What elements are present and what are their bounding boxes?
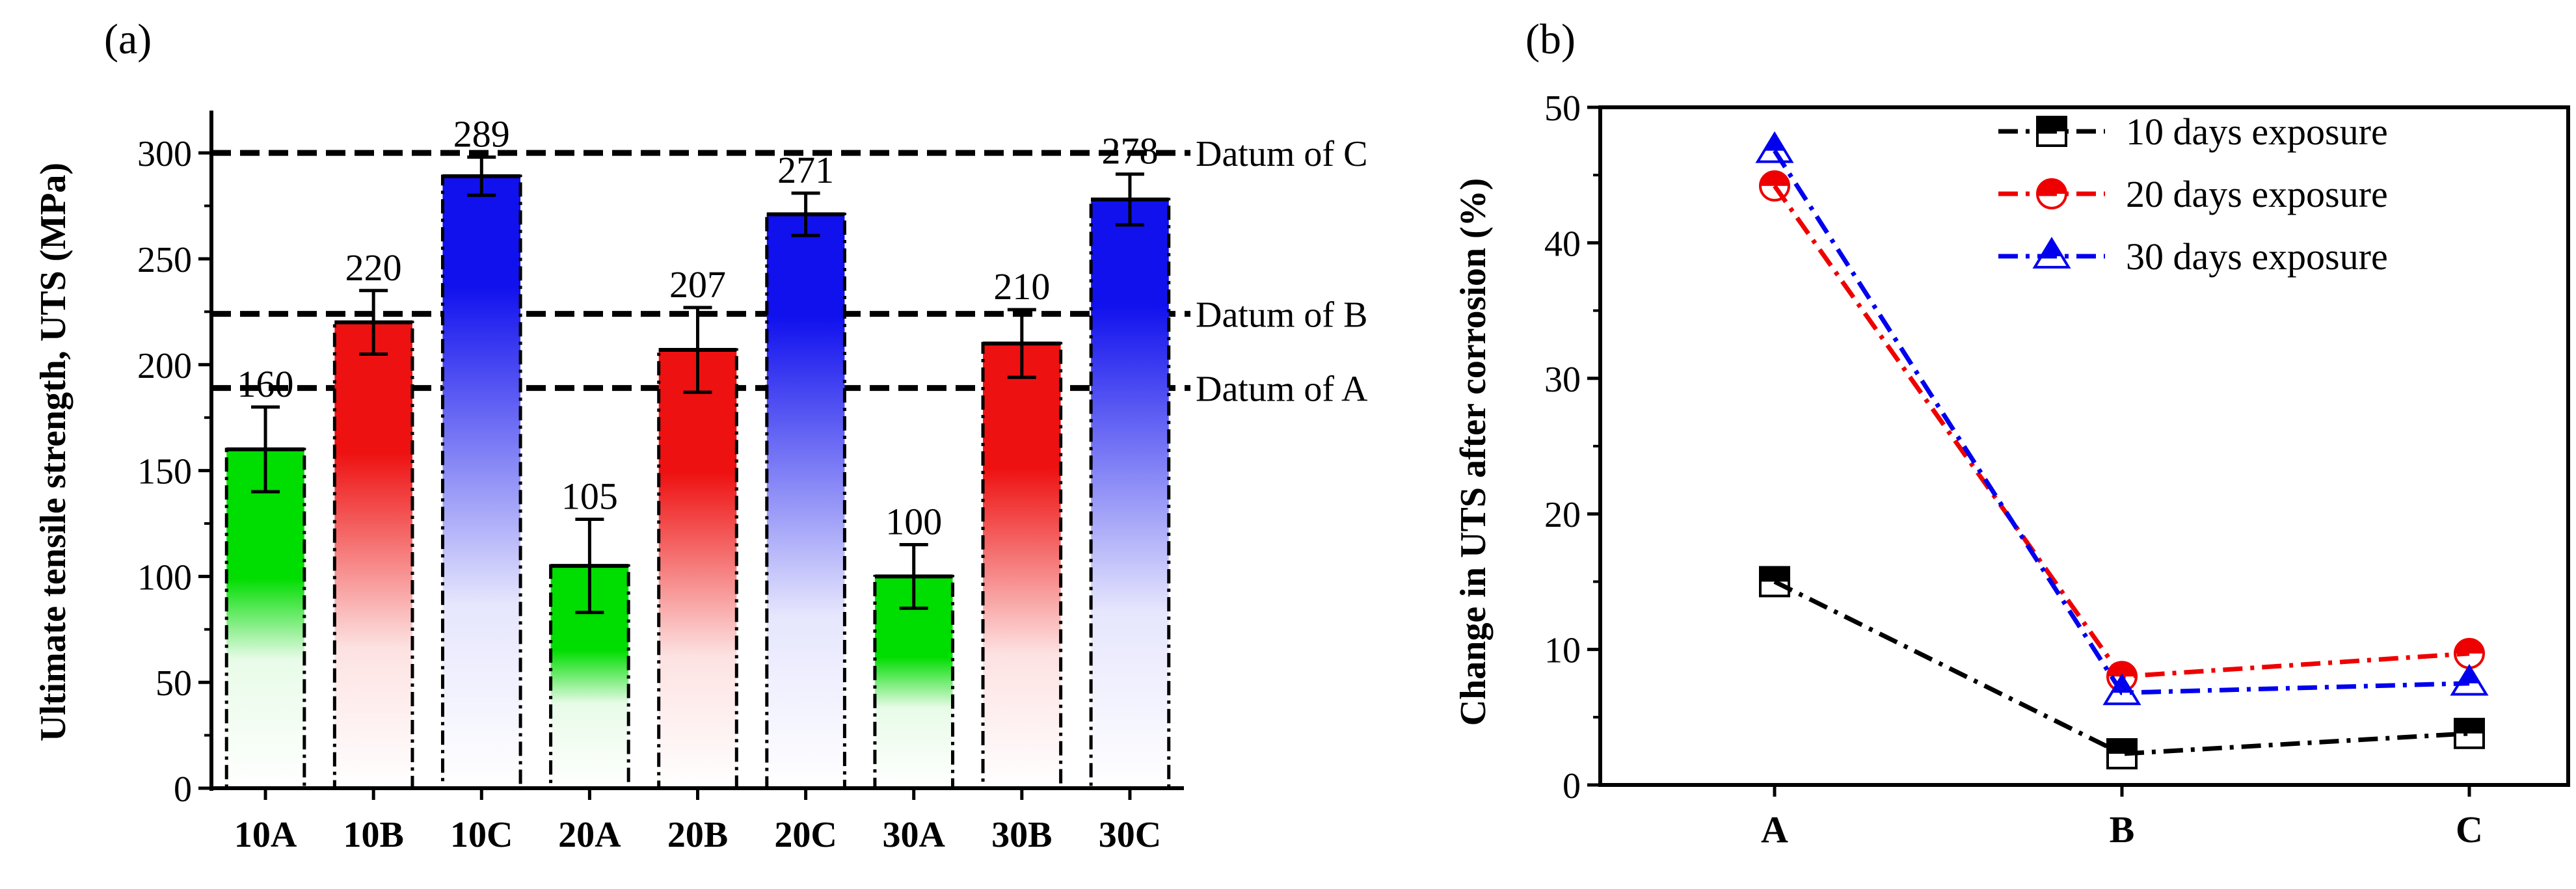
- series-2-point-A-fill: [1760, 171, 1789, 186]
- panel-b-xtick-label-C: C: [2456, 808, 2483, 851]
- series-3-point-A: [1755, 131, 1794, 163]
- series-3-point-C: [2450, 663, 2489, 696]
- bar-30C: [1091, 199, 1169, 788]
- panel-a-xtick-label-10A: 10A: [234, 815, 297, 855]
- panel-a-xtick-label-30B: 30B: [991, 815, 1052, 855]
- value-label-10A: 160: [237, 363, 294, 405]
- value-label-10C: 289: [453, 113, 510, 155]
- datum-label-1: Datum of B: [1196, 295, 1367, 336]
- legend-marker-2-outline: [2036, 178, 2067, 209]
- panel-a-xtick-label-30C: 30C: [1099, 815, 1161, 855]
- legend-label-2: 20 days exposure: [2126, 173, 2388, 215]
- panel-a-y-axis-label: Ultimate tensile strength, UTS (MPa): [33, 163, 74, 741]
- panel-b-xtick-label-B: B: [2110, 808, 2135, 851]
- series-2-point-A-outline: [1759, 170, 1790, 202]
- bar-10B: [334, 322, 412, 788]
- legend-marker-2: [2036, 178, 2067, 209]
- series-3-point-C-outline: [2450, 663, 2489, 696]
- bar-10A: [226, 449, 304, 788]
- panel-a-ytick-label-50: 50: [155, 663, 192, 704]
- panel-b-ytick-label-30: 30: [1544, 360, 1581, 400]
- series-3-point-C-fill: [2458, 666, 2480, 683]
- panel-b-line-chart: (b) Change in UTS after corrosion (%) 0 1…: [1453, 16, 2570, 851]
- series-1-point-C: [2454, 717, 2485, 749]
- series-2-point-C-fill: [2455, 639, 2484, 654]
- bar-10C: [442, 176, 521, 789]
- series-3-point-A-fill: [1764, 133, 1786, 151]
- panel-a-ytick-label-150: 150: [137, 452, 192, 492]
- legend-marker-1: [2036, 116, 2067, 147]
- legend-marker-2-fill: [2037, 179, 2066, 194]
- legend-marker-1-outline: [2036, 116, 2067, 147]
- panel-a-ytick-label-0: 0: [174, 769, 192, 810]
- panel-a-ytick-label-250: 250: [137, 240, 192, 280]
- value-label-10B: 220: [345, 246, 402, 289]
- datum-label-2: Datum of A: [1196, 369, 1368, 410]
- series-line-3: [1773, 149, 2470, 695]
- value-label-30B: 210: [993, 265, 1050, 308]
- panel-a-ytick-label-100: 100: [137, 557, 192, 598]
- panel-a-xtick-label-20B: 20B: [667, 815, 728, 855]
- bar-30B: [983, 343, 1061, 788]
- datum-label-0: Datum of C: [1196, 134, 1367, 174]
- panel-a-xtick-label-20A: 20A: [558, 815, 621, 855]
- series-3-point-B-outline: [2102, 673, 2141, 706]
- panel-a-ytick-label-200: 200: [137, 346, 192, 386]
- panel-b-xtick-label-A: A: [1761, 808, 1788, 851]
- value-label-20C: 271: [777, 149, 834, 191]
- series-3-point-A-outline: [1755, 131, 1794, 163]
- series-1-point-B-outline: [2106, 738, 2138, 770]
- panel-b-ytick-label-50: 50: [1544, 88, 1581, 129]
- bar-20B: [658, 349, 737, 788]
- panel-a-ytick-label-300: 300: [137, 134, 192, 174]
- series-1-point-C-outline: [2454, 717, 2485, 749]
- series-1-point-B: [2106, 738, 2138, 770]
- panel-a-xtick-label-30A: 30A: [882, 815, 945, 855]
- panel-b-ytick-label-20: 20: [1544, 495, 1581, 535]
- series-line-1: [1773, 579, 2470, 756]
- value-label-20A: 105: [561, 475, 618, 517]
- bar-30A: [874, 576, 953, 788]
- panel-a-xtick-label-10C: 10C: [450, 815, 513, 855]
- series-2-point-B-fill: [2108, 662, 2136, 677]
- panel-b-ytick-label-10: 10: [1544, 631, 1581, 671]
- legend-marker-3-fill: [2041, 239, 2063, 256]
- bar-20C: [766, 214, 845, 788]
- series-2-point-A: [1759, 170, 1790, 202]
- legend-marker-3: [2032, 237, 2071, 269]
- series-1-point-C-fill: [2455, 719, 2484, 734]
- series-1-point-A-outline: [1759, 566, 1790, 598]
- panel-b-ytick-label-0: 0: [1563, 766, 1581, 806]
- panel-b-y-axis-label: Change in UTS after corrosion (%): [1453, 178, 1494, 726]
- panel-a-label: (a): [104, 16, 152, 63]
- legend-marker-1-fill: [2037, 117, 2066, 131]
- legend-label-1: 10 days exposure: [2126, 111, 2388, 153]
- legend-marker-3-outline: [2032, 237, 2071, 269]
- panel-a-xtick-label-20C: 20C: [774, 815, 837, 855]
- legend-label-3: 30 days exposure: [2126, 235, 2388, 278]
- panel-a-bar-chart: (a) Ultimate tensile strength, UTS (MPa)…: [33, 16, 1368, 855]
- panel-a-xtick-label-10B: 10B: [343, 815, 403, 855]
- value-label-30A: 100: [885, 501, 942, 543]
- series-1-point-A-fill: [1760, 567, 1789, 582]
- series-3-point-B: [2102, 673, 2141, 706]
- series-1-point-B-fill: [2108, 739, 2136, 754]
- series-3-point-B-fill: [2111, 676, 2133, 693]
- value-label-30C: 278: [1101, 130, 1158, 172]
- value-label-20B: 207: [669, 263, 726, 306]
- series-1-point-A: [1759, 566, 1790, 598]
- panel-b-label: (b): [1525, 16, 1576, 63]
- panel-b-ytick-label-40: 40: [1544, 224, 1581, 264]
